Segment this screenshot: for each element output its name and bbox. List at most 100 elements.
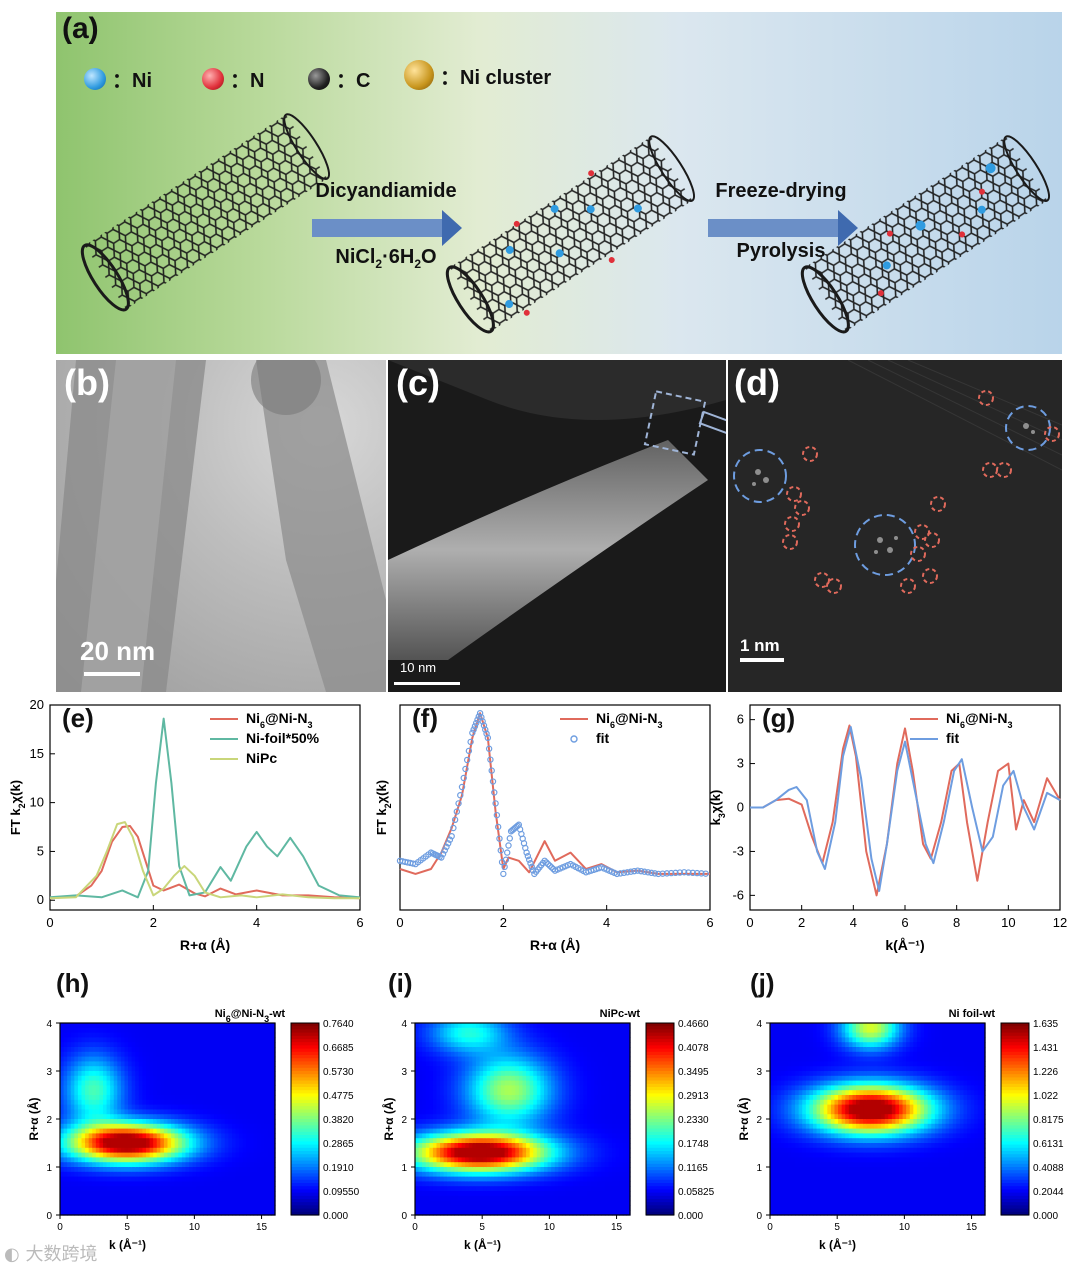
heatmap-cell xyxy=(156,1085,161,1091)
heatmap-cell xyxy=(242,1119,247,1125)
heatmap-cell xyxy=(142,1171,147,1178)
heatmap-cell xyxy=(221,1085,226,1091)
heatmap-cell xyxy=(465,1133,470,1139)
heatmap-cell xyxy=(257,1109,262,1115)
heatmap-cell xyxy=(178,1090,183,1096)
heatmap-cell xyxy=(246,1066,251,1072)
heatmap-cell xyxy=(526,1023,531,1029)
heatmap-cell xyxy=(99,1162,104,1168)
heatmap-cell xyxy=(153,1162,158,1168)
heatmap-cell xyxy=(432,1061,438,1067)
heatmap-cell xyxy=(221,1047,226,1053)
heatmap-cell xyxy=(153,1085,158,1091)
heatmap-cell xyxy=(544,1205,549,1211)
heatmap-cell xyxy=(608,1042,613,1048)
heatmap-cell xyxy=(92,1162,97,1168)
heatmap-cell xyxy=(418,1167,423,1173)
heatmap-cell xyxy=(103,1066,108,1072)
heatmap-cell xyxy=(429,1071,434,1077)
heatmap-cell xyxy=(117,1066,122,1072)
heatmap-cell xyxy=(217,1056,222,1062)
heatmap-cell xyxy=(447,1195,452,1202)
heatmap-cell xyxy=(425,1200,430,1206)
heatmap-cell xyxy=(432,1205,438,1211)
heatmap-cell xyxy=(504,1210,509,1216)
heatmap-cell xyxy=(540,1200,545,1206)
heatmap-cell xyxy=(551,1191,556,1197)
heatmap-cell xyxy=(81,1071,86,1077)
heatmap-cell xyxy=(572,1167,577,1173)
heatmap-cell xyxy=(153,1061,158,1067)
heatmap-cell xyxy=(221,1080,226,1086)
heatmap-cell xyxy=(587,1191,592,1197)
heatmap-cell xyxy=(85,1133,90,1139)
heatmap-cell xyxy=(206,1162,212,1168)
heatmap-cell xyxy=(221,1176,226,1182)
heatmap-cell xyxy=(224,1095,230,1101)
heatmap-cell xyxy=(540,1080,545,1086)
heatmap-cell xyxy=(77,1171,83,1178)
heatmap-cell xyxy=(436,1095,441,1101)
heatmap-cell xyxy=(526,1071,531,1077)
heatmap-cell xyxy=(257,1171,262,1178)
heatmap-cell xyxy=(181,1133,187,1139)
heatmap-cell xyxy=(171,1152,176,1158)
heatmap-cell xyxy=(472,1090,477,1096)
heatmap-cell xyxy=(504,1061,509,1067)
heatmap-cell xyxy=(142,1042,147,1048)
heatmap-cell xyxy=(103,1027,108,1034)
heatmap-cell xyxy=(153,1104,158,1110)
heatmap-cell xyxy=(493,1099,499,1106)
heatmap-cell xyxy=(544,1085,549,1091)
colorbar-segment xyxy=(291,1147,319,1152)
heatmap-cell xyxy=(249,1210,255,1216)
heatmap-cell xyxy=(497,1109,502,1115)
heatmap-cell xyxy=(450,1104,456,1110)
heatmap-cell xyxy=(544,1042,549,1048)
heatmap-cell xyxy=(224,1191,230,1197)
heatmap-cell xyxy=(74,1128,79,1134)
heatmap-cell xyxy=(167,1152,172,1158)
heatmap-cell xyxy=(113,1114,118,1120)
heatmap-cell xyxy=(235,1080,240,1086)
heatmap-cell xyxy=(472,1104,477,1110)
heatmap-cell xyxy=(128,1071,133,1077)
heatmap-cell xyxy=(493,1133,499,1139)
heatmap-cell xyxy=(135,1037,140,1043)
heatmap-cell xyxy=(235,1128,240,1134)
heatmap-cell xyxy=(468,1133,473,1139)
heatmap-cell xyxy=(178,1080,183,1086)
heatmap-cell xyxy=(196,1128,201,1134)
heatmap-cell xyxy=(156,1123,161,1130)
heatmap-cell xyxy=(181,1099,187,1106)
heatmap-cell xyxy=(583,1080,588,1086)
heatmap-cell xyxy=(422,1023,427,1029)
heatmap-cell xyxy=(604,1042,610,1048)
heatmap-cell xyxy=(436,1109,441,1115)
heatmap-cell xyxy=(440,1080,445,1086)
heatmap-cell xyxy=(544,1037,549,1043)
heatmap-cell xyxy=(149,1138,154,1144)
heatmap-cell xyxy=(99,1119,104,1125)
heatmap-cell xyxy=(232,1042,237,1048)
heatmap-cell xyxy=(160,1109,165,1115)
heatmap-cell xyxy=(526,1181,531,1187)
heatmap-cell xyxy=(415,1119,420,1125)
heatmap-cell xyxy=(583,1119,588,1125)
heatmap-cell xyxy=(63,1181,68,1187)
heatmap-cell xyxy=(475,1109,481,1115)
heatmap-cell xyxy=(267,1071,273,1077)
heatmap-cell xyxy=(604,1191,610,1197)
heatmap-cell xyxy=(483,1027,488,1034)
heatmap-cell xyxy=(242,1071,247,1077)
heatmap-cell xyxy=(264,1147,269,1154)
heatmap-cell xyxy=(612,1133,617,1139)
heatmap-cell xyxy=(196,1152,201,1158)
heatmap-cell xyxy=(192,1051,197,1058)
heatmap-cell xyxy=(117,1133,122,1139)
heatmap-cell xyxy=(454,1027,459,1034)
heatmap-cell xyxy=(196,1114,201,1120)
heatmap-cell xyxy=(461,1181,466,1187)
heatmap-cell xyxy=(160,1075,165,1082)
heatmap-cell xyxy=(253,1128,258,1134)
